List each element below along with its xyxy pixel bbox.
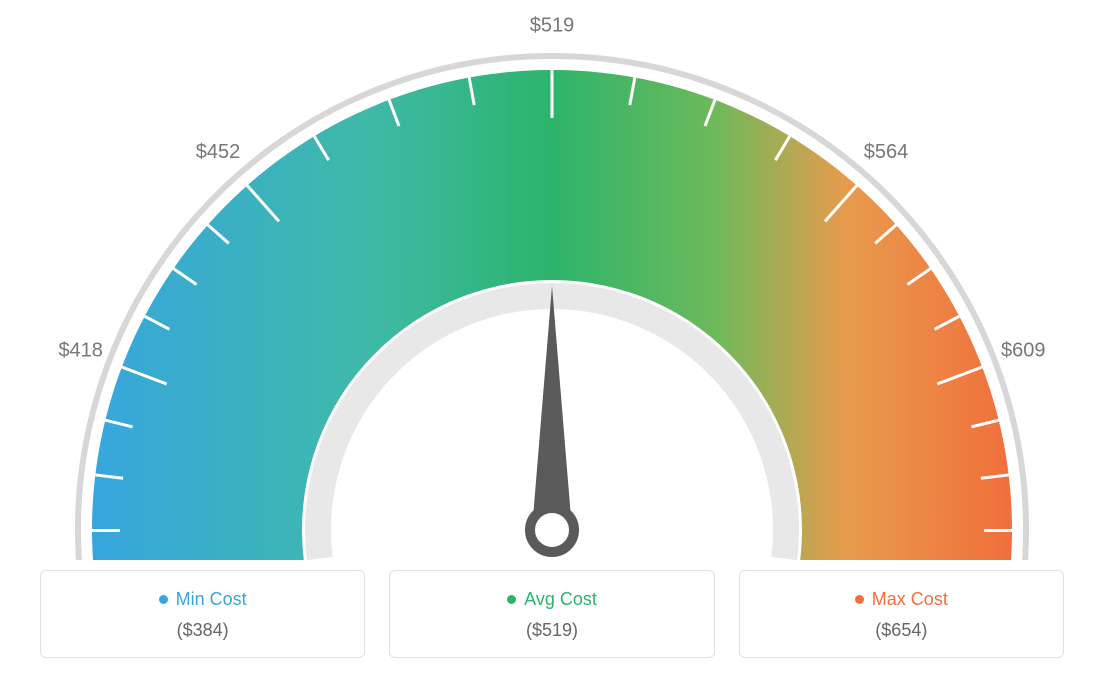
- legend-label-min: Min Cost: [176, 589, 247, 610]
- legend-dot-max: [855, 595, 864, 604]
- legend-card-min: Min Cost ($384): [40, 570, 365, 658]
- legend-dot-avg: [507, 595, 516, 604]
- legend-card-avg: Avg Cost ($519): [389, 570, 714, 658]
- legend-title-min: Min Cost: [159, 589, 247, 610]
- gauge-chart: $384$418$452$519$564$609$654: [0, 0, 1104, 560]
- legend-row: Min Cost ($384) Avg Cost ($519) Max Cost…: [0, 570, 1104, 658]
- legend-value-min: ($384): [51, 620, 354, 641]
- legend-value-avg: ($519): [400, 620, 703, 641]
- legend-value-max: ($654): [750, 620, 1053, 641]
- svg-text:$564: $564: [864, 141, 909, 163]
- legend-label-avg: Avg Cost: [524, 589, 597, 610]
- legend-label-max: Max Cost: [872, 589, 948, 610]
- svg-text:$519: $519: [530, 14, 575, 36]
- legend-dot-min: [159, 595, 168, 604]
- svg-text:$609: $609: [1001, 340, 1046, 362]
- legend-title-max: Max Cost: [855, 589, 948, 610]
- svg-text:$452: $452: [196, 141, 241, 163]
- svg-text:$418: $418: [58, 340, 103, 362]
- gauge-svg: $384$418$452$519$564$609$654: [0, 0, 1104, 560]
- legend-card-max: Max Cost ($654): [739, 570, 1064, 658]
- legend-title-avg: Avg Cost: [507, 589, 597, 610]
